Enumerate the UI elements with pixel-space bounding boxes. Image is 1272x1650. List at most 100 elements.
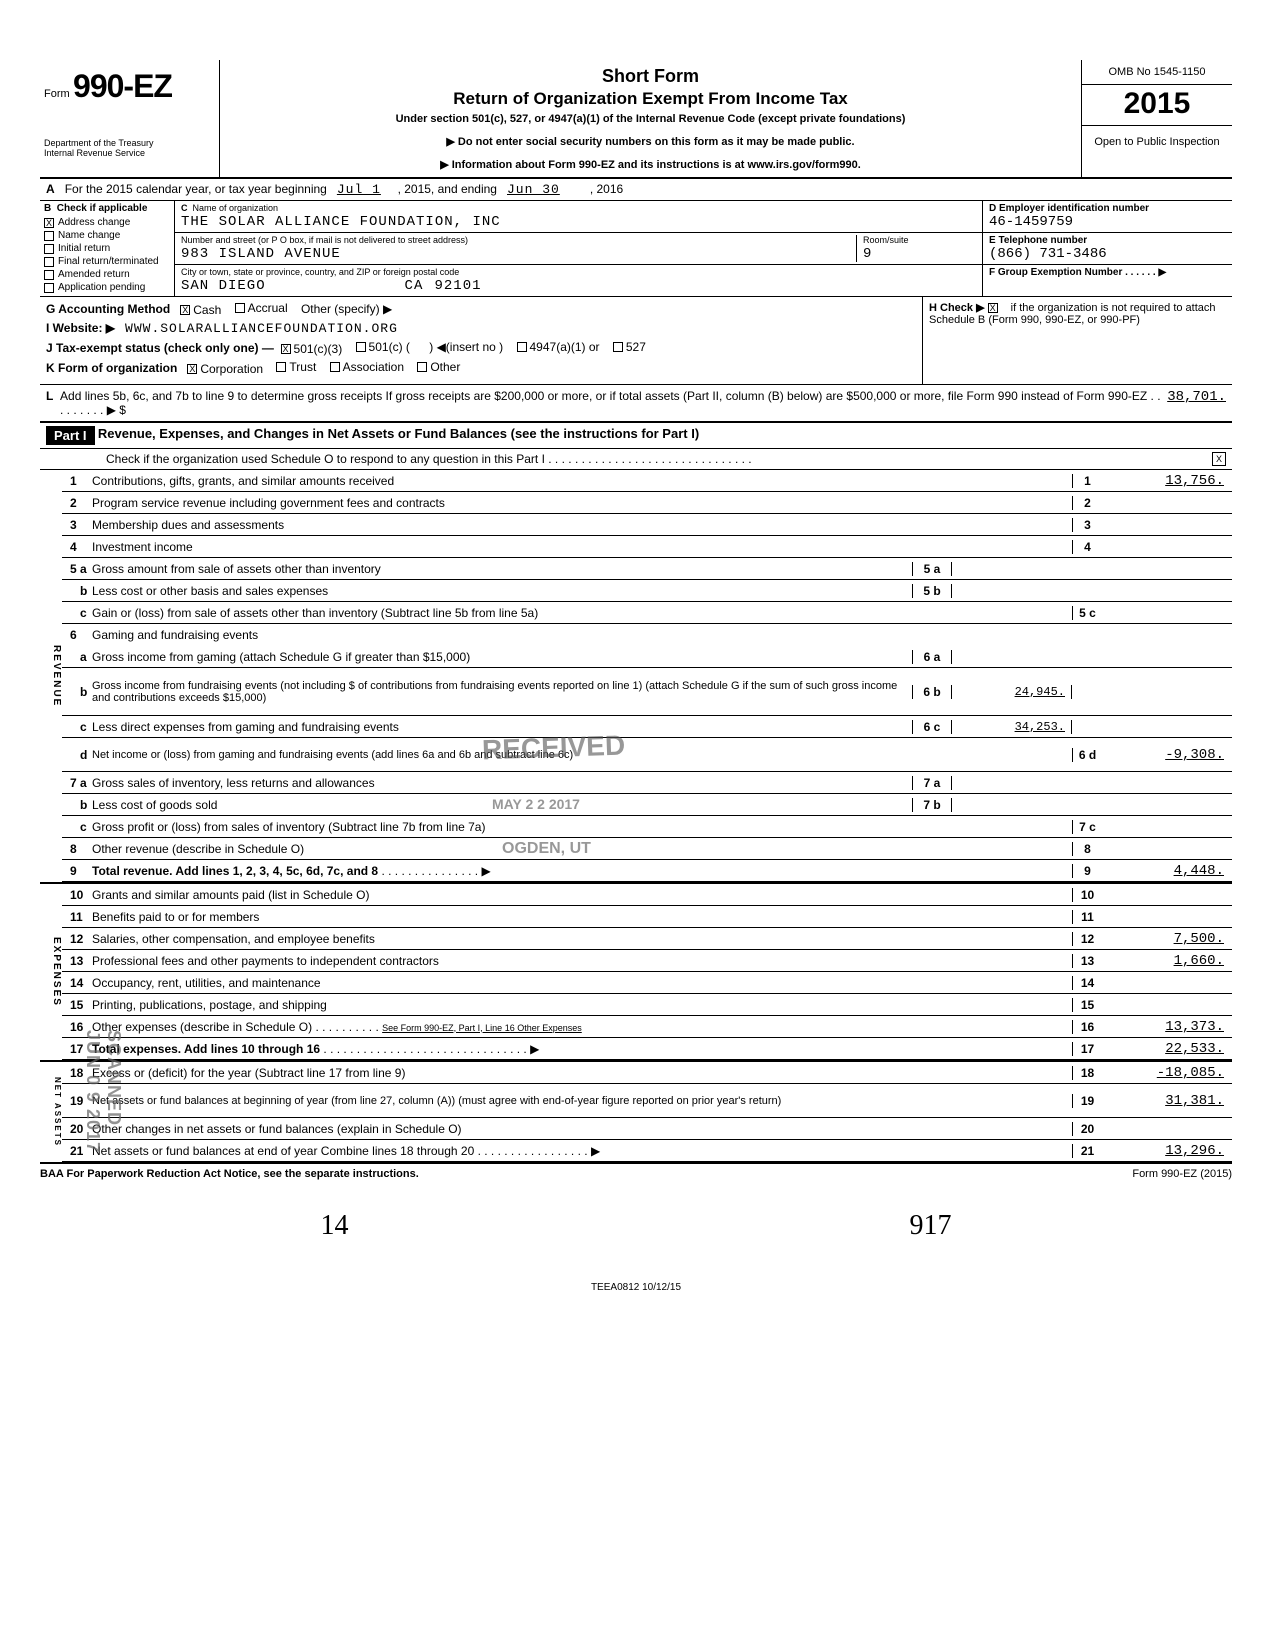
tax-year: 2015 xyxy=(1082,85,1232,125)
j1-label: 501(c)(3) xyxy=(294,342,343,356)
line7b-text: Less cost of goods sold xyxy=(92,798,912,812)
checkbox-icon[interactable] xyxy=(44,270,54,280)
checkbox-icon[interactable] xyxy=(44,231,54,241)
ck-cash[interactable]: XCash xyxy=(180,303,221,317)
netassets-section: NET ASSETS 18Excess or (deficit) for the… xyxy=(40,1062,1232,1164)
dept-line2: Internal Revenue Service xyxy=(44,149,215,159)
line6c-text: Less direct expenses from gaming and fun… xyxy=(92,720,912,734)
line1-text: Contributions, gifts, grants, and simila… xyxy=(92,474,1072,488)
line5a-text: Gross amount from sale of assets other t… xyxy=(92,562,912,576)
ck-pending[interactable]: Application pending xyxy=(40,281,174,294)
line6a-text: Gross income from gaming (attach Schedul… xyxy=(92,650,912,664)
form-id-block: Form 990-EZ Department of the Treasury I… xyxy=(40,60,220,177)
form-number: 990-EZ xyxy=(73,68,172,104)
ck-trust[interactable]: Trust xyxy=(276,360,316,374)
ck-name-change[interactable]: Name change xyxy=(40,229,174,242)
label-c: C xyxy=(181,203,188,213)
title-block: Short Form Return of Organization Exempt… xyxy=(220,60,1082,177)
label-j: J Tax-exempt status (check only one) — xyxy=(46,341,274,355)
ck-corp[interactable]: XCorporation xyxy=(187,362,263,376)
part1-checkbox[interactable]: X xyxy=(1212,452,1226,466)
line14-text: Occupancy, rent, utilities, and maintena… xyxy=(92,976,1072,990)
row-a: A For the 2015 calendar year, or tax yea… xyxy=(40,179,1232,201)
line8-text: Other revenue (describe in Schedule O) xyxy=(92,842,1072,856)
line21-text: Net assets or fund balances at end of ye… xyxy=(92,1144,474,1158)
ck-other-org[interactable]: Other xyxy=(417,360,460,374)
title-return: Return of Organization Exempt From Incom… xyxy=(230,89,1071,109)
handwritten-917: 917 xyxy=(910,1210,952,1242)
handwritten-14: 14 xyxy=(321,1210,349,1242)
ck-address-change[interactable]: X Address change xyxy=(40,216,174,229)
line6b-val: 24,945. xyxy=(952,685,1072,699)
sidebar-revenue: REVENUE xyxy=(40,470,62,882)
street-address: 983 ISLAND AVENUE xyxy=(181,246,341,262)
checkbox-icon[interactable] xyxy=(44,257,54,267)
subtitle: Under section 501(c), 527, or 4947(a)(1)… xyxy=(230,113,1071,125)
revenue-section: REVENUE 1Contributions, gifts, grants, a… xyxy=(40,470,1232,884)
col-def: D Employer identification number 46-1459… xyxy=(982,201,1232,296)
checkbox-icon[interactable]: X xyxy=(44,218,54,228)
dept-treasury: Department of the Treasury Internal Reve… xyxy=(44,139,215,159)
ck-assoc[interactable]: Association xyxy=(330,360,404,374)
ck-label: Address change xyxy=(58,217,130,228)
ck-501c3[interactable]: X501(c)(3) xyxy=(281,342,343,356)
check-applicable: Check if applicable xyxy=(57,203,148,214)
line6b-text: Gross income from fundraising events (no… xyxy=(92,680,912,704)
ck-527[interactable]: 527 xyxy=(613,340,646,354)
section-bcdef: B Check if applicable XAddress change Na… xyxy=(40,201,1232,297)
gross-receipts: 38,701. xyxy=(1167,389,1226,417)
line13-text: Professional fees and other payments to … xyxy=(92,954,1072,968)
footer-mid: TEEA0812 10/12/15 xyxy=(40,1282,1232,1293)
ck-label: Amended return xyxy=(58,269,130,280)
part1-check-text: Check if the organization used Schedule … xyxy=(46,452,1212,466)
end-date: Jun 30 xyxy=(507,182,560,197)
label-l: L xyxy=(46,389,53,417)
line18-val: -18,085. xyxy=(1102,1065,1232,1081)
line6c-val: 34,253. xyxy=(952,720,1072,734)
cash-label: Cash xyxy=(193,303,221,317)
ck-final-return[interactable]: Final return/terminated xyxy=(40,255,174,268)
line13-val: 1,660. xyxy=(1102,953,1232,969)
j2b-label: ) ◀(insert no ) xyxy=(429,340,503,354)
ein: 46-1459759 xyxy=(989,214,1073,230)
label-f: F Group Exemption Number . . . . . . ▶ xyxy=(989,267,1166,278)
line18-text: Excess or (deficit) for the year (Subtra… xyxy=(92,1066,1072,1080)
k3-label: Association xyxy=(343,360,404,374)
addr-label: Number and street (or P O box, if mail i… xyxy=(181,235,468,245)
rows-gijk-h: G Accounting Method XCash Accrual Other … xyxy=(40,297,1232,385)
line19-val: 31,381. xyxy=(1102,1093,1232,1109)
sidebar-netassets: NET ASSETS xyxy=(40,1062,62,1162)
ck-initial-return[interactable]: Initial return xyxy=(40,242,174,255)
checkbox-icon[interactable] xyxy=(44,244,54,254)
ck-amended[interactable]: Amended return xyxy=(40,268,174,281)
ssn-note: ▶ Do not enter social security numbers o… xyxy=(230,135,1071,148)
row-l: L Add lines 5b, 6c, and 7b to line 9 to … xyxy=(40,385,1232,423)
part1-title: Revenue, Expenses, and Changes in Net As… xyxy=(98,426,699,441)
line6d-val: -9,308. xyxy=(1102,747,1232,763)
line15-text: Printing, publications, postage, and shi… xyxy=(92,998,1072,1012)
part1-label: Part I xyxy=(46,426,95,445)
ck-accrual[interactable]: Accrual xyxy=(235,301,288,315)
room-suite: 9 xyxy=(863,246,872,262)
j4-label: 527 xyxy=(626,340,646,354)
other-method: Other (specify) ▶ xyxy=(301,302,392,316)
line16-val: 13,373. xyxy=(1102,1019,1232,1035)
scanned-stamp: SCANNED JUN 0 9 2017 xyxy=(82,1030,124,1164)
open-inspection: Open to Public Inspection xyxy=(1082,125,1232,158)
row-a-mid: , 2015, and ending xyxy=(398,182,497,196)
title-short-form: Short Form xyxy=(230,66,1071,87)
ck-501c[interactable]: 501(c) ( ) ◀(insert no ) xyxy=(356,340,504,354)
checkbox-icon[interactable] xyxy=(44,283,54,293)
col-h: H Check ▶ X if the organization is not r… xyxy=(922,297,1232,384)
line3-text: Membership dues and assessments xyxy=(92,518,1072,532)
ck-sched-b[interactable]: X xyxy=(988,303,998,313)
label-d: D Employer identification number xyxy=(989,203,1149,214)
label-e: E Telephone number xyxy=(989,235,1087,246)
line16-note: See Form 990-EZ, Part I, Line 16 Other E… xyxy=(382,1023,582,1033)
ck-label: Initial return xyxy=(58,243,110,254)
phone: (866) 731-3486 xyxy=(989,246,1107,262)
j2-label: 501(c) ( xyxy=(369,340,410,354)
ck-4947[interactable]: 4947(a)(1) or xyxy=(517,340,600,354)
label-a: A xyxy=(46,182,55,196)
line17-text: Total expenses. Add lines 10 through 16 xyxy=(92,1042,320,1056)
